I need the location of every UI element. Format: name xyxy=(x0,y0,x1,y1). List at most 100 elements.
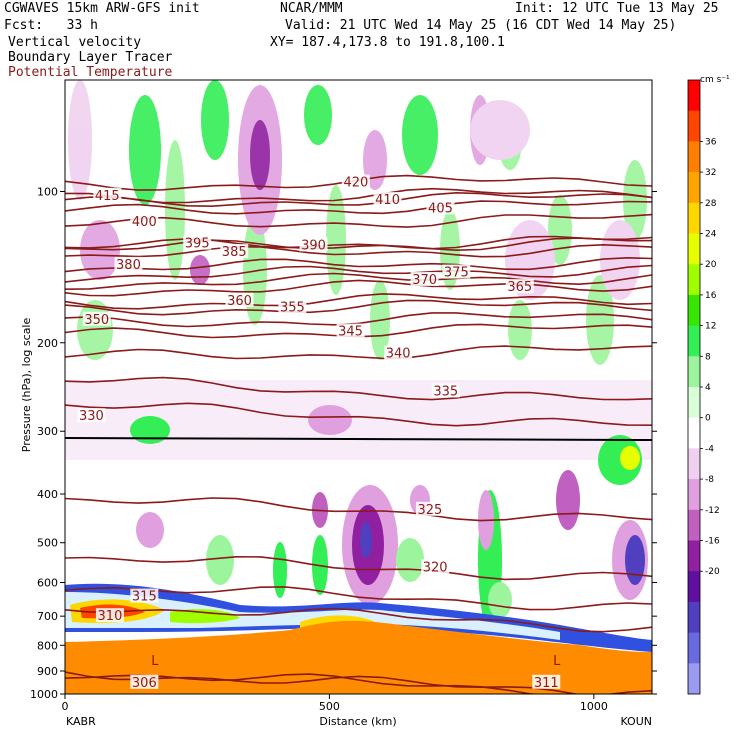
theta-label-bg xyxy=(299,237,328,252)
colorbar-label: 32 xyxy=(705,168,716,178)
theta-label-bg xyxy=(421,559,450,574)
theta-label-bg xyxy=(278,299,307,314)
w-downdraft-cell xyxy=(250,120,270,190)
theta-label-390: 390 xyxy=(301,238,326,253)
theta-label-355: 355 xyxy=(280,300,305,315)
x-tick-label: 500 xyxy=(319,700,340,713)
theta-label-345: 345 xyxy=(338,325,363,340)
theta-label-bg xyxy=(130,588,159,603)
colorbar-label: 28 xyxy=(705,199,717,209)
w-updraft-cell xyxy=(304,85,332,145)
y-axis-title: Pressure (hPa), log scale xyxy=(20,318,33,453)
model-title: CGWAVES 15km ARW-GFS init xyxy=(4,1,200,16)
theta-label-bg xyxy=(442,264,471,279)
theta-label-bg xyxy=(183,235,212,250)
field-potential-temperature: Potential Temperature xyxy=(8,65,173,80)
colorbar-label: 0 xyxy=(705,414,711,424)
theta-label-335: 335 xyxy=(433,384,458,399)
colorbar-swatch xyxy=(688,294,700,327)
theta-contour-365 xyxy=(65,279,652,297)
tropopause-line xyxy=(65,437,652,441)
w-downdraft-cell xyxy=(308,405,352,435)
plot-frame xyxy=(64,79,653,695)
low-marker: L xyxy=(151,654,159,669)
theta-label-311: 311 xyxy=(534,676,559,691)
theta-label-360: 360 xyxy=(227,294,252,309)
colorbar-swatch xyxy=(688,233,700,265)
colorbar-swatch xyxy=(688,325,700,357)
colorbar-label: 24 xyxy=(705,230,717,240)
theta-contour-lines xyxy=(65,174,652,694)
theta-label-bg xyxy=(431,383,460,398)
colorbar-label: 36 xyxy=(705,137,717,147)
colorbar-label: -12 xyxy=(705,506,720,516)
theta-contour-395 xyxy=(65,235,652,250)
w-updraft-cell xyxy=(396,538,424,582)
w-updraft-cell xyxy=(273,542,287,598)
colorbar: 36 32 28 24 20 16 12 8 4 0 -4 -8 -12 -16 -20 xyxy=(687,79,720,695)
theta-label-bg xyxy=(77,408,106,423)
theta-contour-310 xyxy=(65,607,652,633)
w-downdraft-cell xyxy=(470,100,530,160)
w-updraft-cell xyxy=(201,80,229,160)
theta-contour-330 xyxy=(65,402,652,427)
boundary-layer-fill xyxy=(65,620,652,694)
y-tick-label: 900 xyxy=(37,665,58,678)
colorbar-label: 20 xyxy=(705,260,717,270)
x-axis-title: Distance (km) xyxy=(319,715,396,728)
x-tick-label: 0 xyxy=(62,700,69,713)
colorbar-label: -4 xyxy=(705,444,714,454)
w-downdraft-cell xyxy=(190,255,210,285)
w-downdraft-cell xyxy=(68,80,92,200)
forecast-hour: Fcst: 33 h xyxy=(4,18,98,33)
theta-label-325: 325 xyxy=(417,503,442,518)
colorbar-swatch xyxy=(688,663,700,695)
theta-contour-385 xyxy=(65,243,652,258)
theta-label-bg xyxy=(410,271,439,286)
w-downdraft-cell xyxy=(556,470,580,530)
theta-label-400: 400 xyxy=(132,215,157,230)
theta-label-bg xyxy=(336,323,365,338)
institution: NCAR/MMM xyxy=(280,1,343,16)
y-tick-label: 400 xyxy=(37,488,58,501)
x-tick-label: 1000 xyxy=(580,700,608,713)
y-tick-label: 200 xyxy=(37,337,58,350)
field-boundary-layer-tracer: Boundary Layer Tracer xyxy=(8,50,173,65)
theta-label-310: 310 xyxy=(98,609,123,624)
y-tick-label: 700 xyxy=(37,610,58,623)
y-tick-label: 300 xyxy=(37,425,58,438)
w-updraft-cell xyxy=(623,160,647,240)
colorbar-swatch xyxy=(688,264,700,296)
theta-contour-390 xyxy=(65,237,652,252)
theta-contour-415 xyxy=(65,187,652,204)
theta-label-415: 415 xyxy=(95,189,120,204)
init-time: Init: 12 UTC Tue 13 May 25 xyxy=(515,1,719,16)
w-updraft-cell xyxy=(488,582,512,618)
theta-label-420: 420 xyxy=(343,176,368,191)
theta-contour-335 xyxy=(65,376,652,401)
w-updraft-cell xyxy=(326,185,346,295)
theta-label-bg xyxy=(426,200,455,215)
y-tick-label: 100 xyxy=(37,185,58,198)
theta-contour-320 xyxy=(65,555,652,581)
colorbar-swatch xyxy=(688,571,700,603)
theta-label-bg xyxy=(130,674,159,689)
theta-label-395: 395 xyxy=(185,237,210,252)
colorbar-swatch xyxy=(688,417,700,449)
colorbar-swatch xyxy=(688,540,700,572)
theta-label-bg xyxy=(82,311,111,326)
w-updraft-cell xyxy=(206,535,234,585)
theta-label-bg xyxy=(114,256,143,271)
theta-contour-306 xyxy=(65,671,581,694)
theta-label-315: 315 xyxy=(132,590,157,605)
colorbar-swatch xyxy=(688,110,700,142)
theta-contour-350 xyxy=(65,312,652,328)
w-downdraft-cell xyxy=(625,535,645,585)
theta-contour-315 xyxy=(65,586,652,611)
colorbar-swatch xyxy=(688,632,700,664)
colorbar-swatch xyxy=(688,601,700,634)
colorbar-label: 16 xyxy=(705,291,717,301)
w-downdraft-cell xyxy=(600,220,640,300)
colorbar-label: -20 xyxy=(705,567,720,577)
